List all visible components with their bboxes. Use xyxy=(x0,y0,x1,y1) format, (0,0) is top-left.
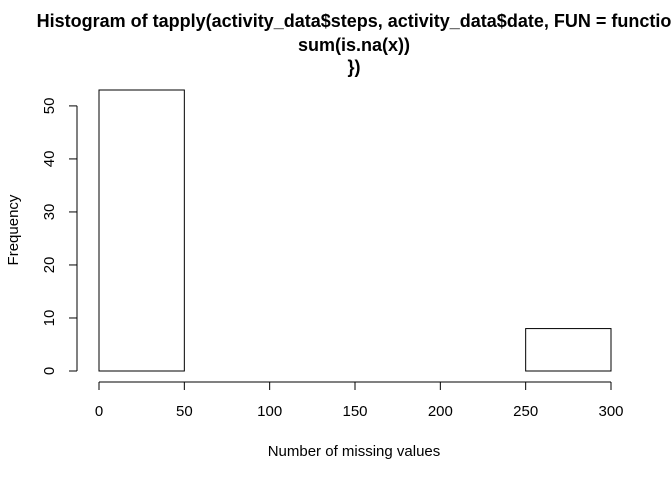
x-axis-label: Number of missing values xyxy=(268,443,441,460)
chart-title-line: }) xyxy=(348,57,361,77)
chart-title-line: Histogram of tapply(activity_data$steps,… xyxy=(37,11,672,31)
y-tick-label: 30 xyxy=(41,204,58,221)
x-tick-label: 100 xyxy=(257,403,282,420)
y-tick-label: 40 xyxy=(41,151,58,168)
x-tick-label: 50 xyxy=(176,403,193,420)
y-tick-label: 0 xyxy=(41,367,58,375)
chart-title-line: sum(is.na(x)) xyxy=(298,35,410,55)
x-axis: 0 50 100 150 200 250 300 xyxy=(95,381,624,420)
histogram-bars xyxy=(98,89,612,372)
x-tick-label: 300 xyxy=(598,403,623,420)
y-tick-label: 50 xyxy=(41,98,58,115)
histogram-bar xyxy=(525,328,612,372)
y-axis-label: Frequency xyxy=(5,194,22,265)
y-tick-label: 20 xyxy=(41,257,58,274)
x-tick-label: 200 xyxy=(428,403,453,420)
x-tick-label: 0 xyxy=(95,403,103,420)
chart-title: Histogram of tapply(activity_data$steps,… xyxy=(37,11,672,77)
x-tick-label: 150 xyxy=(342,403,367,420)
y-axis: 0 10 20 30 40 50 xyxy=(41,98,78,375)
histogram-bar xyxy=(98,89,185,372)
x-tick-label: 250 xyxy=(513,403,538,420)
y-tick-label: 10 xyxy=(41,310,58,327)
